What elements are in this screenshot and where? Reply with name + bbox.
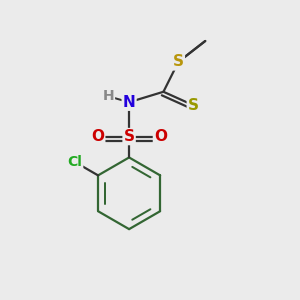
Text: S: S	[173, 54, 184, 69]
Text: N: N	[123, 95, 136, 110]
Text: O: O	[91, 129, 104, 144]
Text: S: S	[188, 98, 199, 113]
Text: H: H	[102, 89, 114, 103]
Text: O: O	[154, 129, 167, 144]
Text: S: S	[124, 129, 135, 144]
Text: Cl: Cl	[68, 155, 82, 169]
